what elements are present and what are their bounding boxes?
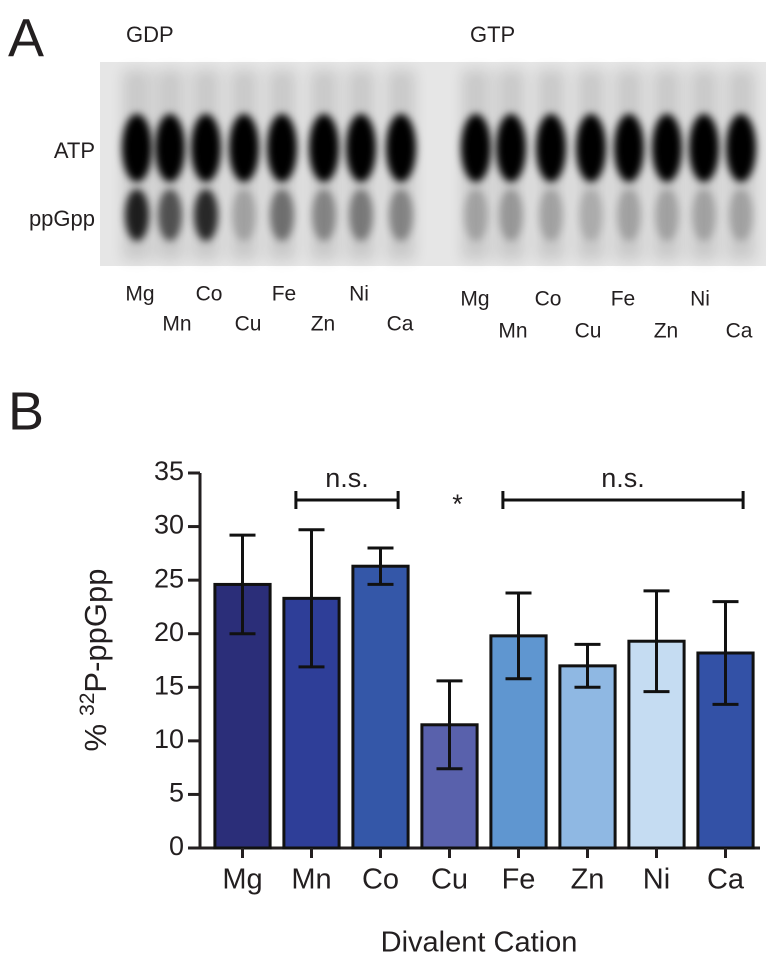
ppgpp-spot: [539, 189, 563, 241]
lane-label: Fe: [611, 288, 636, 311]
significance-label: *: [452, 489, 463, 519]
significance-label: n.s.: [325, 463, 369, 493]
ppgpp-spot: [270, 189, 294, 241]
lane-label: Cu: [235, 313, 262, 336]
y-label-prefix: %: [78, 724, 113, 752]
ppgpp-spot: [158, 189, 182, 241]
atp-spot: [309, 114, 339, 182]
atp-spot: [461, 114, 491, 182]
row-label: ppGpp: [29, 206, 95, 231]
atp-spot: [155, 114, 185, 182]
atp-spot: [652, 114, 682, 182]
panel-label: A: [8, 8, 44, 68]
x-tick-label: Cu: [431, 864, 468, 896]
lane-label: Fe: [272, 283, 297, 306]
ppgpp-spot: [312, 189, 336, 241]
ppgpp-spot: [194, 189, 218, 241]
ppgpp-spot: [389, 189, 413, 241]
significance-label: n.s.: [601, 463, 645, 493]
lane-label: Co: [196, 283, 223, 306]
atp-spot: [614, 114, 644, 182]
lane-label: Mg: [460, 288, 489, 311]
y-axis-label: % 32P-ppGpp: [76, 568, 114, 751]
ppgpp-spot: [499, 189, 523, 241]
x-tick-label: Mn: [291, 864, 331, 896]
atp-spot: [576, 114, 606, 182]
nucleotide-label: GDP: [126, 22, 174, 47]
panel-label: B: [8, 381, 44, 441]
x-tick-label: Mg: [222, 864, 262, 896]
lane-label: Zn: [654, 320, 679, 343]
y-label-superscript: 32: [76, 693, 99, 716]
ppgpp-spot: [655, 189, 679, 241]
y-tick-label: 5: [169, 778, 184, 808]
lane-label: Ni: [349, 283, 369, 306]
ppgpp-spot: [692, 189, 716, 241]
lane-label: Mn: [162, 313, 191, 336]
atp-spot: [346, 114, 376, 182]
ppgpp-spot: [232, 189, 256, 241]
atp-spot: [726, 114, 756, 182]
atp-spot: [267, 114, 297, 182]
lane-label: Zn: [311, 313, 336, 336]
x-tick-label: Co: [362, 864, 399, 896]
atp-spot: [229, 114, 259, 182]
y-tick-label: 15: [154, 670, 184, 700]
ppgpp-spot: [729, 189, 753, 241]
y-tick-label: 20: [154, 617, 184, 647]
atp-spot: [536, 114, 566, 182]
y-tick-label: 30: [154, 510, 184, 540]
lane-label: Ni: [690, 288, 710, 311]
atp-spot: [496, 114, 526, 182]
y-tick-label: 10: [154, 724, 184, 754]
ppgpp-spot: [579, 189, 603, 241]
bar: [351, 564, 410, 850]
row-label: ATP: [54, 138, 95, 163]
ppgpp-spot: [349, 189, 373, 241]
x-tick-label: Fe: [502, 864, 536, 896]
lane-label: Cu: [575, 320, 602, 343]
x-tick-label: Ni: [643, 864, 670, 896]
lane-label: Mn: [498, 320, 527, 343]
ppgpp-spot: [125, 189, 149, 241]
nucleotide-label: GTP: [470, 22, 515, 47]
lane-label: Ca: [726, 320, 753, 343]
bar-chart: 0 5 10 15 20 25 30 35 Mg Mn Co Cu Fe Zn Ni Ca n.s. * n.s.: [154, 456, 760, 896]
lane-label: Co: [535, 288, 562, 311]
y-label-text: P-ppGpp: [78, 568, 113, 692]
bar: [558, 664, 617, 850]
ppgpp-spot: [617, 189, 641, 241]
atp-spot: [191, 114, 221, 182]
x-axis-label: Divalent Cation: [381, 927, 578, 959]
x-tick-label: Ca: [707, 864, 745, 896]
atp-spot: [122, 114, 152, 182]
x-tick-label: Zn: [571, 864, 605, 896]
y-tick-label: 25: [154, 563, 184, 593]
y-tick-label: 35: [154, 456, 184, 486]
y-tick-label: 0: [169, 831, 184, 861]
lane-label: Ca: [387, 313, 414, 336]
atp-spot: [386, 114, 416, 182]
ppgpp-spot: [464, 189, 488, 241]
atp-spot: [689, 114, 719, 182]
gel-spots: [122, 70, 756, 260]
lane-label: Mg: [125, 283, 154, 306]
